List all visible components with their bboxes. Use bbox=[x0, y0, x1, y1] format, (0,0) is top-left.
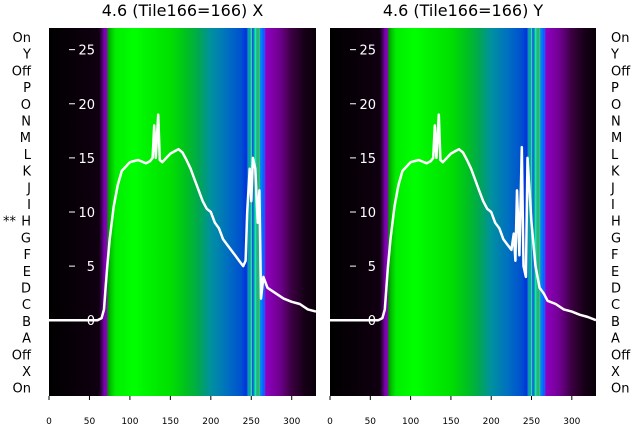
y-tick-label: 15 bbox=[359, 152, 376, 167]
row-label-right: X bbox=[611, 365, 620, 380]
row-label-right: G bbox=[611, 231, 621, 246]
row-label-right: O bbox=[611, 98, 621, 113]
row-label-left: I bbox=[27, 198, 31, 213]
heatmap-panel-x: 0 5 10 15 20 25 bbox=[49, 28, 317, 396]
row-label-right: J bbox=[610, 181, 615, 196]
row-label-left: E bbox=[23, 265, 31, 280]
chart-title: 4.6 (Tile166=166) X bbox=[102, 1, 264, 20]
series-line bbox=[330, 113, 597, 322]
row-label-left: O bbox=[21, 98, 31, 113]
row-marker: ** bbox=[3, 215, 17, 230]
heatmap-streak bbox=[542, 28, 545, 396]
row-label-left: D bbox=[21, 282, 31, 297]
row-label-right: L bbox=[611, 148, 619, 163]
y-tick-label: 20 bbox=[78, 98, 95, 113]
y-tick-label: 10 bbox=[359, 206, 376, 221]
x-tick-label: 200 bbox=[202, 417, 219, 427]
row-label-right: I bbox=[611, 198, 615, 213]
chart-title: 4.6 (Tile166=166) Y bbox=[383, 1, 544, 20]
x-tick-label: 100 bbox=[402, 417, 419, 427]
row-label-right: D bbox=[611, 282, 621, 297]
y-tick-label: 25 bbox=[78, 44, 95, 59]
x-tick-label: 50 bbox=[365, 417, 377, 427]
row-label-left: B bbox=[22, 315, 31, 330]
row-label-left: G bbox=[21, 231, 31, 246]
heatmap-streak bbox=[528, 28, 530, 396]
row-label-left: C bbox=[22, 298, 31, 313]
row-label-left: N bbox=[21, 115, 31, 130]
heatmap-panel-y: 0 5 10 15 20 25 bbox=[330, 28, 597, 396]
row-label-left: Y bbox=[22, 48, 31, 63]
heatmap-area bbox=[330, 28, 596, 396]
heatmap-streak bbox=[254, 28, 257, 396]
row-label-right: A bbox=[611, 332, 620, 347]
y-tick-label: 5 bbox=[368, 260, 376, 275]
row-label-right: E bbox=[611, 265, 619, 280]
row-label-left: L bbox=[24, 148, 32, 163]
x-tick-label: 300 bbox=[283, 417, 300, 427]
row-label-right: On bbox=[611, 382, 629, 397]
x-tick-label: 150 bbox=[442, 417, 459, 427]
row-label-left: J bbox=[26, 181, 31, 196]
y-tick-label: 15 bbox=[78, 152, 95, 167]
row-label-left: A bbox=[22, 332, 31, 347]
y-tick-label: 25 bbox=[359, 44, 376, 59]
row-label-right: Off bbox=[611, 348, 631, 363]
row-label-right: On bbox=[611, 31, 629, 46]
x-tick-label: 300 bbox=[563, 417, 580, 427]
y-tick-label: 0 bbox=[368, 314, 376, 329]
heatmap-area bbox=[49, 28, 316, 396]
row-label-left: M bbox=[20, 131, 31, 146]
y-tick-label: 20 bbox=[359, 98, 376, 113]
heatmap-streak bbox=[250, 28, 252, 396]
row-label-right: Y bbox=[610, 48, 619, 63]
row-label-left: On bbox=[13, 382, 31, 397]
row-label-left: X bbox=[22, 365, 31, 380]
series-line bbox=[49, 113, 317, 322]
x-tick-label: 150 bbox=[162, 417, 179, 427]
x-tick-label: 0 bbox=[46, 417, 52, 427]
x-tick-label: 250 bbox=[243, 417, 260, 427]
y-tick-label: 5 bbox=[87, 260, 95, 275]
heatmap-streak bbox=[248, 28, 250, 396]
row-label-left: F bbox=[24, 248, 31, 263]
x-tick-label: 100 bbox=[121, 417, 138, 427]
x-tick-label: 200 bbox=[483, 417, 500, 427]
row-label-left: K bbox=[22, 165, 31, 180]
x-tick-label: 50 bbox=[84, 417, 96, 427]
heatmap-streak bbox=[534, 28, 537, 396]
x-tick-label: 250 bbox=[523, 417, 540, 427]
row-label-left: Off bbox=[12, 64, 32, 79]
y-tick-label: 0 bbox=[87, 314, 95, 329]
row-label-right: B bbox=[611, 315, 620, 330]
row-label-right: Off bbox=[611, 64, 631, 79]
row-label-right: F bbox=[611, 248, 618, 263]
row-label-right: H bbox=[611, 215, 621, 230]
y-tick-label: 10 bbox=[78, 206, 95, 221]
row-label-left: Off bbox=[12, 348, 32, 363]
row-label-right: M bbox=[611, 131, 622, 146]
row-label-left: P bbox=[23, 81, 31, 96]
heatmap-streak bbox=[538, 28, 541, 396]
row-label-left: H bbox=[21, 215, 31, 230]
row-label-right: P bbox=[611, 81, 619, 96]
row-label-right: C bbox=[611, 298, 620, 313]
row-label-right: K bbox=[611, 165, 620, 180]
x-tick-label: 0 bbox=[327, 417, 333, 427]
row-label-left: On bbox=[13, 31, 31, 46]
heatmap-streak bbox=[262, 28, 265, 396]
row-label-right: N bbox=[611, 115, 621, 130]
